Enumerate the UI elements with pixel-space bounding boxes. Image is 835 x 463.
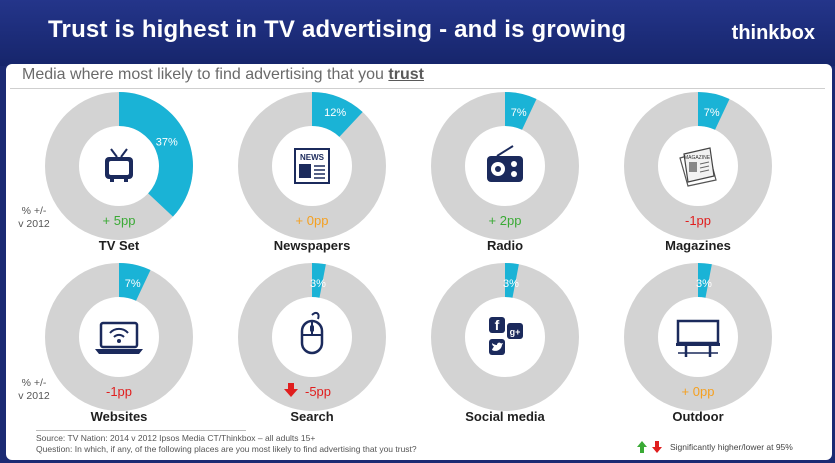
media-label: TV Set	[99, 238, 140, 253]
green-up-arrow-icon	[637, 441, 647, 453]
radio-icon	[487, 145, 523, 182]
change-label: + 5pp	[103, 213, 136, 228]
donut-slice	[312, 263, 326, 298]
media-label: Radio	[487, 238, 523, 253]
media-label: Outdoor	[672, 409, 723, 424]
vs-label-line2: v 2012	[18, 390, 50, 402]
media-label: Search	[290, 409, 333, 424]
donut-slice	[505, 263, 519, 298]
subtitle-prefix: Media where most likely to find advertis…	[22, 66, 389, 83]
value-label: 3%	[503, 278, 519, 290]
value-label: 12%	[324, 107, 346, 119]
footer-rule	[36, 430, 246, 431]
source-note: Source: TV Nation: 2014 v 2012 Ipsos Med…	[36, 433, 316, 443]
value-label: 7%	[704, 107, 720, 119]
svg-text:MAGAZINE: MAGAZINE	[684, 155, 711, 161]
vs-label-line2: v 2012	[18, 218, 50, 230]
donut-slice	[119, 263, 151, 301]
subtitle-divider	[10, 88, 825, 89]
mouse-icon	[300, 311, 324, 355]
donut-magazines: 7% MAGAZINE -1pp Magazines	[624, 92, 772, 253]
donut-slice	[698, 263, 712, 298]
donut-tv-set: 37% + 5pp TV Set	[45, 92, 194, 253]
billboard-icon	[676, 319, 720, 357]
newspaper-icon: NEWS	[294, 148, 330, 184]
donut-websites: 7% -1pp Websites	[45, 263, 193, 424]
social-icons: f g+	[489, 317, 523, 355]
value-label: 3%	[310, 278, 326, 290]
donut-newspapers: 12% NEWS + 0pp Newspapers	[238, 92, 386, 253]
donut-radio: 7% + 2pp Radio	[431, 92, 579, 253]
change-label: + 2pp	[489, 213, 522, 228]
svg-text:g+: g+	[510, 327, 521, 337]
donut-slice	[119, 92, 194, 217]
media-label: Websites	[91, 409, 148, 424]
donut-slice	[312, 92, 363, 137]
legend-text: Significantly higher/lower at 95%	[670, 442, 793, 452]
media-label: Newspapers	[274, 238, 351, 253]
value-label: 37%	[156, 136, 178, 148]
thinkbox-logo: thinkbox	[731, 22, 815, 44]
change-label: -1pp	[106, 384, 132, 399]
change-label: + 0pp	[682, 384, 715, 399]
vs-2012-label-top: % +/- v 2012	[8, 205, 60, 231]
donut-ring	[431, 263, 579, 411]
magazine-icon: MAGAZINE	[679, 147, 717, 187]
legend-arrows	[637, 441, 662, 453]
value-label: 7%	[125, 278, 141, 290]
laptop-wifi-icon	[95, 321, 143, 354]
donut-social-media: 3% f g+ Social media	[431, 263, 579, 424]
page-title: Trust is highest in TV advertising - and…	[48, 16, 627, 43]
donut-slice	[505, 92, 537, 130]
svg-text:f: f	[495, 317, 500, 333]
question-note: Question: In which, if any, of the follo…	[36, 444, 417, 454]
value-label: 7%	[511, 107, 527, 119]
donut-slice	[698, 92, 730, 130]
media-label: Magazines	[665, 238, 731, 253]
media-label: Social media	[465, 409, 545, 424]
chart-subtitle: Media where most likely to find advertis…	[22, 66, 424, 84]
red-down-arrow-icon	[652, 441, 662, 453]
vs-label-line1: % +/-	[21, 377, 47, 389]
svg-text:NEWS: NEWS	[300, 153, 325, 162]
change-label: -1pp	[685, 213, 711, 228]
change-label: -5pp	[305, 384, 331, 399]
vs-label-line1: % +/-	[21, 205, 47, 217]
significance-legend: Significantly higher/lower at 95%	[636, 440, 793, 454]
facebook-icon: f	[489, 317, 505, 333]
subtitle-emphasis: trust	[388, 66, 424, 83]
value-label: 3%	[696, 278, 712, 290]
vs-2012-label-bottom: % +/- v 2012	[8, 377, 60, 403]
footer-notes: Source: TV Nation: 2014 v 2012 Ipsos Med…	[36, 433, 417, 455]
header-bar	[0, 0, 835, 66]
red-down-arrow-icon	[284, 383, 298, 397]
twitter-icon	[489, 339, 505, 355]
change-label: + 0pp	[296, 213, 329, 228]
donut-outdoor: 3% + 0pp Outdoor	[624, 263, 772, 424]
donut-search: 3% -5pp Search	[238, 263, 386, 424]
google-plus-icon: g+	[507, 323, 523, 339]
tv-icon	[105, 148, 133, 182]
